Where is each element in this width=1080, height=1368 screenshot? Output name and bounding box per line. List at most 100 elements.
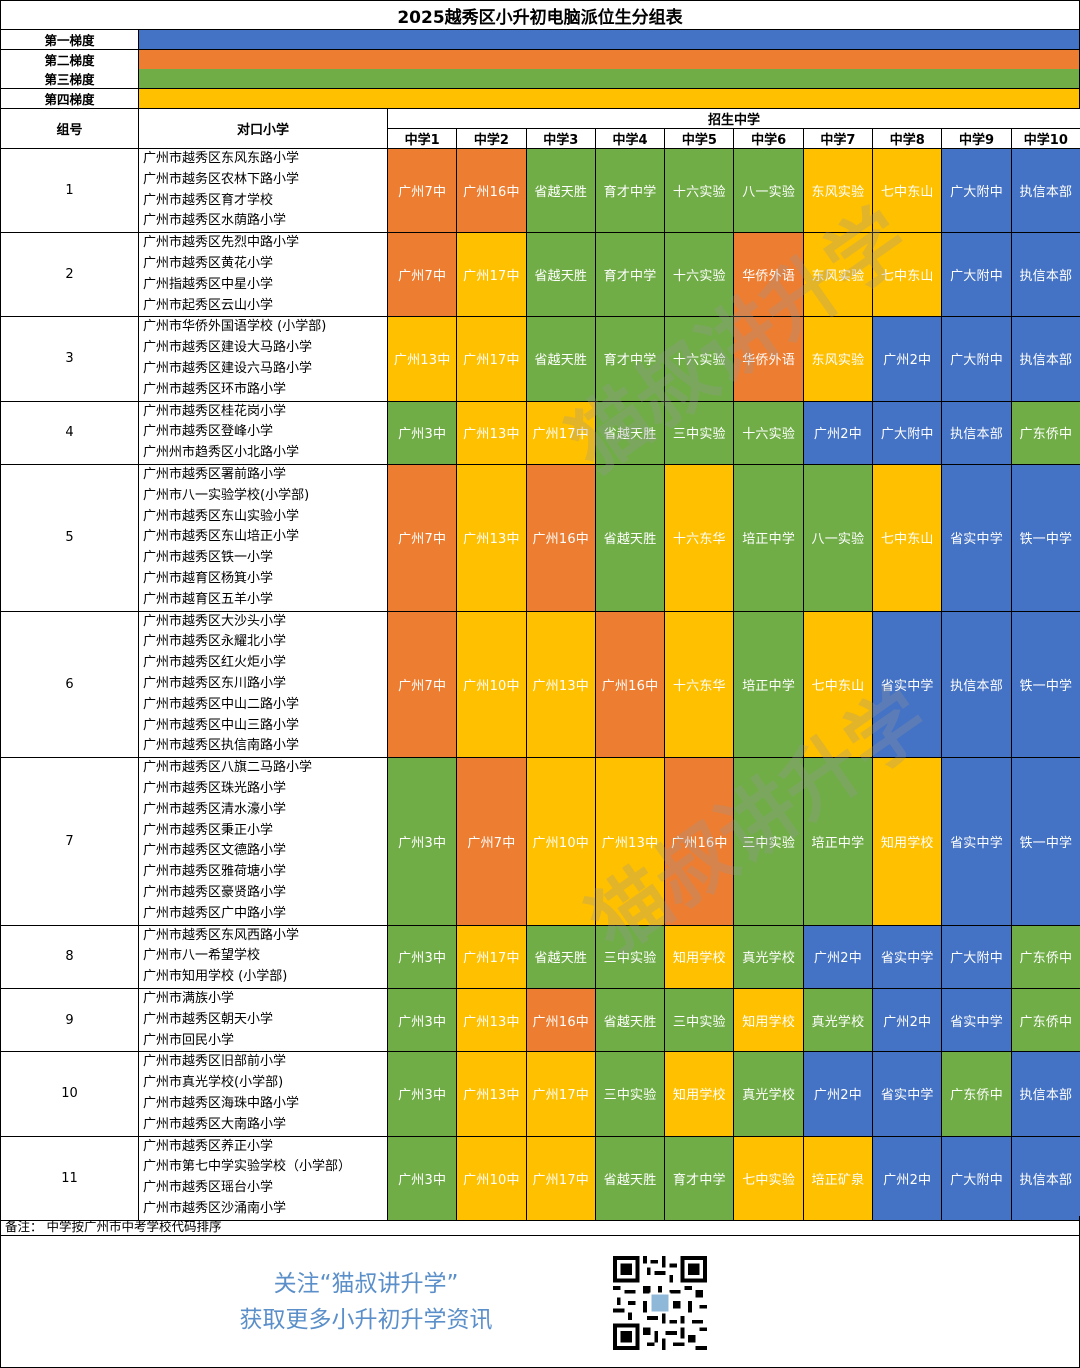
primary-school: 广州市越秀区朝天小学	[143, 1011, 274, 1027]
middle-school-cell: 执信本部	[941, 610, 1012, 759]
middle-school-cell: 培正中学	[802, 757, 874, 926]
middle-school-cell: 广州10中	[456, 1135, 527, 1221]
middle-school-cell: 十六东华	[664, 610, 735, 759]
middle-school-cell: 广州3中	[386, 757, 458, 926]
middle-school-cell: 育才中学	[594, 232, 666, 318]
middle-school-cell: 执信本部	[1010, 147, 1080, 234]
allocation-table: 组号 对口小学 招生中学 中学1 中学2 中学3 中学4 中学5 中学6 中学7 中学8 中学9…	[0, 108, 1080, 1221]
primary-school: 广州市越秀区瑶台小学	[143, 1180, 274, 1196]
middle-school-cell: 广州13中	[456, 1051, 527, 1137]
primary-school: 广州市越秀区水荫路小学	[143, 213, 287, 229]
school-header: 中学4	[594, 128, 666, 149]
middle-school-cell: 广东侨中	[1010, 400, 1080, 465]
middle-school-cell: 广大附中	[941, 147, 1012, 234]
table-row: 6 广州市越秀区大沙头小学 广州市越秀区永耀北小学 广州市越秀区红火炬小学 广州市越秀区…	[0, 610, 1080, 759]
table-row: 1 广州市越秀区东风东路小学 广州市越务区农林下路小学 广州市越秀区育才学校 广州市越秀…	[0, 147, 1080, 234]
group-number: 11	[0, 1135, 139, 1221]
middle-school-cell: 省实中学	[941, 757, 1012, 926]
middle-school-cell: 三中实验	[594, 924, 666, 989]
primary-school: 广州市八一希望学校	[143, 948, 261, 964]
middle-school-cell: 培正矿泉	[802, 1135, 874, 1221]
primary-school: 广州市越秀区东风西路小学	[143, 927, 300, 943]
primary-school: 广州市八一实验学校(小学部)	[143, 487, 310, 503]
primary-school: 广州市越秀区永耀北小学	[143, 634, 287, 650]
middle-school-cell: 三中实验	[594, 1051, 666, 1137]
primary-school: 广州市越秀区先烈中路小学	[143, 235, 300, 251]
header-primary: 对口小学	[138, 108, 388, 149]
primary-school-list: 广州市越秀区东风东路小学 广州市越务区农林下路小学 广州市越秀区育才学校 广州市越秀区…	[138, 147, 388, 234]
middle-school-cell: 广州17中	[525, 1135, 596, 1221]
table-row: 4 广州市越秀区桂花岗小学 广州市越秀区登峰小学 广州州市趋秀区小北路小学 广州3中 广州…	[0, 400, 1080, 465]
middle-school-cell: 知用学校	[664, 1051, 735, 1137]
school-header: 中学3	[525, 128, 596, 149]
middle-school-cell: 执信本部	[1010, 1135, 1080, 1221]
middle-school-cell: 广州2中	[802, 1051, 874, 1137]
primary-school: 广州市越秀区养正小学	[143, 1138, 274, 1154]
primary-school: 广州市越秀区红火炬小学	[143, 655, 287, 671]
primary-school: 广州市越秀区中山三路小学	[143, 717, 300, 733]
middle-school-cell: 育才中学	[594, 147, 666, 234]
middle-school-cell: 三中实验	[733, 757, 804, 926]
middle-school-cell: 广州13中	[525, 610, 596, 759]
school-header: 中学10	[1010, 128, 1080, 149]
primary-school-list: 广州市越秀区先烈中路小学 广州市越秀区黄花小学 广州指越秀区中星小学 广州市起秀区云山…	[138, 232, 388, 318]
middle-school-cell: 广州7中	[386, 232, 458, 318]
table-row: 10 广州市越秀区旧部前小学 广州市真光学校(小学部) 广州市越秀区海珠中路小学 广州市…	[0, 1051, 1080, 1137]
middle-school-cell: 广州7中	[386, 463, 458, 612]
middle-school-cell: 知用学校	[664, 924, 735, 989]
middle-school-cell: 执信本部	[941, 400, 1012, 465]
middle-school-cell: 真光学校	[733, 924, 804, 989]
middle-school-cell: 省实中学	[941, 463, 1012, 612]
middle-school-cell: 七中东山	[802, 610, 874, 759]
middle-school-cell: 广州16中	[456, 147, 527, 234]
middle-school-cell: 华侨外语	[733, 232, 804, 318]
primary-school-list: 广州市越秀区东风西路小学 广州市八一希望学校 广州市知用学校 (小学部)	[138, 924, 388, 989]
header-enroll: 招生中学	[386, 108, 1080, 129]
primary-school-list: 广州市越秀区八旗二马路小学 广州市越秀区珠光路小学 广州市越秀区清水濠小学 广州市越秀…	[138, 757, 388, 926]
middle-school-cell: 省越天胜	[525, 147, 596, 234]
group-number: 1	[0, 147, 139, 234]
footer: 关注“猫叔讲升学” 获取更多小升初升学资讯	[0, 1236, 1080, 1368]
middle-school-cell: 省越天胜	[525, 924, 596, 989]
middle-school-cell: 铁一中学	[1010, 757, 1080, 926]
middle-school-cell: 省越天胜	[525, 316, 596, 402]
middle-school-cell: 育才中学	[664, 1135, 735, 1221]
table-row: 3 广州市华侨外国语学校 (小学部) 广州市越秀区建设大马路小学 广州市越秀区建设六马…	[0, 316, 1080, 402]
middle-school-cell: 七中实验	[733, 1135, 804, 1221]
middle-school-cell: 广州2中	[872, 1135, 943, 1221]
middle-school-cell: 八一实验	[802, 463, 874, 612]
header-group: 组号	[0, 108, 139, 149]
middle-school-cell: 广东侨中	[1010, 987, 1080, 1053]
tier-row: 第一梯度	[0, 30, 1080, 50]
tier-color-bar	[139, 49, 1079, 69]
primary-school: 广州市越秀区东山实验小学	[143, 508, 300, 524]
qr-code-icon[interactable]	[613, 1256, 707, 1350]
tier-label: 第三梯度	[1, 69, 139, 88]
middle-school-cell: 七中东山	[872, 232, 943, 318]
primary-school: 广州市越秀区大南路小学	[143, 1116, 287, 1132]
note: 备注： 中学按广州市中考学校代码排序	[0, 1216, 1080, 1236]
middle-school-cell: 广州2中	[872, 987, 943, 1053]
table-row: 9 广州市满族小学 广州市越秀区朝天小学 广州市回民小学 广州3中 广州13中 广州16中省…	[0, 987, 1080, 1053]
tier-color-bar	[139, 88, 1079, 108]
middle-school-cell: 广州16中	[525, 463, 596, 612]
tier-row: 第三梯度	[0, 69, 1080, 89]
middle-school-cell: 广州16中	[525, 987, 596, 1053]
primary-school-list: 广州市华侨外国语学校 (小学部) 广州市越秀区建设大马路小学 广州市越秀区建设六马路…	[138, 316, 388, 402]
table-row: 8 广州市越秀区东风西路小学 广州市八一希望学校 广州市知用学校 (小学部) 广州3中广…	[0, 924, 1080, 989]
tier-row: 第二梯度	[0, 49, 1080, 70]
middle-school-cell: 培正中学	[733, 463, 804, 612]
middle-school-cell: 育才中学	[594, 316, 666, 402]
middle-school-cell: 广大附中	[941, 1135, 1012, 1221]
middle-school-cell: 东风实验	[802, 316, 874, 402]
middle-school-cell: 广东侨中	[1010, 924, 1080, 989]
middle-school-cell: 七中东山	[872, 147, 943, 234]
middle-school-cell: 省实中学	[941, 987, 1012, 1053]
primary-school: 广州市越秀区建设大马路小学	[143, 340, 313, 356]
primary-school: 广州市越秀区沙涌南小学	[143, 1200, 287, 1216]
primary-school: 广州市真光学校(小学部)	[143, 1075, 284, 1091]
primary-school: 广州市越秀区清水濠小学	[143, 801, 287, 817]
primary-school: 广州市越秀区东风东路小学	[143, 151, 300, 166]
middle-school-cell: 十六实验	[733, 400, 804, 465]
middle-school-cell: 执信本部	[1010, 1051, 1080, 1137]
